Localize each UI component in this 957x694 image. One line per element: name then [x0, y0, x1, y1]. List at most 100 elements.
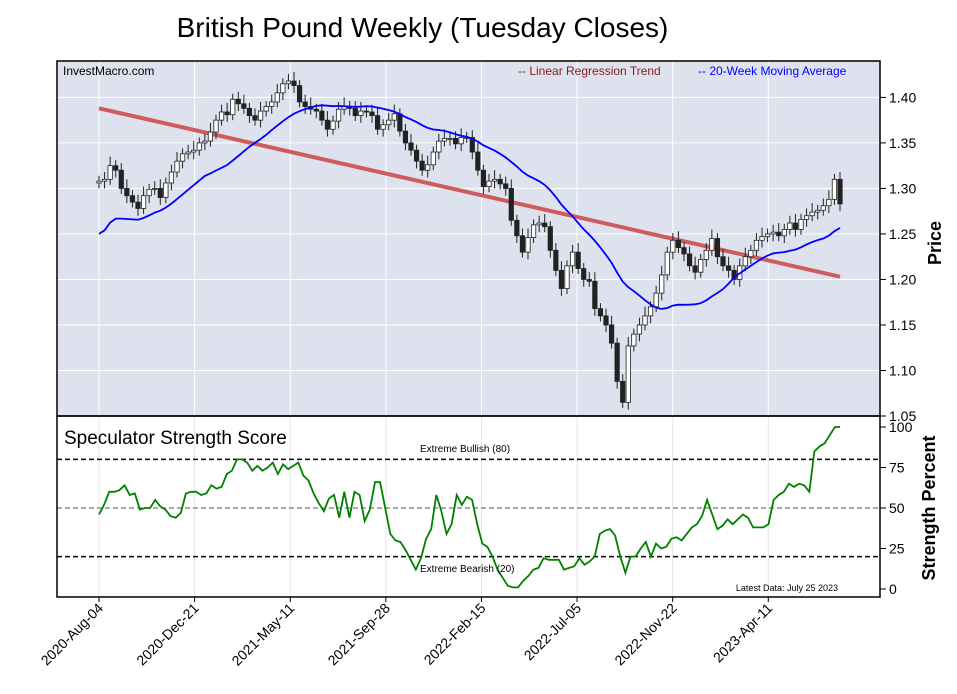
candlesticks	[96, 71, 843, 410]
candle-body	[659, 274, 665, 294]
candle	[96, 175, 102, 189]
x-tick-label: 2022-Nov-22	[611, 600, 680, 669]
candle	[319, 103, 325, 126]
price-gridlines	[57, 96, 880, 417]
candle	[614, 337, 620, 389]
candle-body	[781, 228, 787, 237]
candle	[542, 213, 548, 233]
candle-body	[218, 111, 225, 121]
candle	[776, 223, 782, 242]
extreme-bullish-label: Extreme Bullish (80)	[420, 444, 510, 455]
candle	[547, 221, 553, 258]
candle	[163, 177, 169, 203]
x-tick-label: 2020-Dec-21	[133, 600, 202, 669]
y-tick-label: 1.25	[889, 226, 916, 242]
candle-body	[770, 231, 776, 235]
candle	[469, 130, 475, 160]
candle	[536, 215, 542, 233]
x-tick-label: 2022-Jul-05	[521, 600, 585, 664]
candle-body	[475, 151, 481, 171]
y-tick-label: 75	[889, 460, 905, 476]
candle-body	[608, 324, 615, 344]
price-y-axis: 1.05 1.10 1.15 1.20 1.25 1.30 1.35 1.40	[880, 89, 916, 424]
latest-data-annotation: Latest Data: July 25 2023	[736, 583, 838, 593]
y-tick-label: 100	[889, 419, 913, 435]
candle-body	[335, 108, 342, 122]
candle	[803, 208, 810, 227]
candle	[608, 315, 615, 349]
candle	[263, 101, 269, 117]
candle-body	[564, 265, 570, 289]
candle-body	[425, 164, 431, 171]
candle	[703, 243, 709, 267]
candle	[781, 223, 787, 244]
candle-body	[179, 153, 186, 162]
x-tick-label: 2020-Aug-04	[38, 600, 107, 669]
candle	[191, 141, 197, 160]
candle-body	[302, 101, 308, 107]
candle	[202, 133, 208, 151]
candle-body	[207, 131, 214, 142]
candle-body	[692, 265, 698, 273]
candle	[358, 101, 364, 123]
candle	[686, 246, 693, 272]
candle	[681, 242, 687, 262]
candle-body	[575, 251, 581, 269]
candle	[413, 144, 420, 169]
candle-body	[776, 231, 782, 237]
candle-body	[480, 169, 487, 188]
candle	[296, 80, 303, 108]
vertical-gridlines	[98, 61, 769, 597]
candle	[714, 233, 721, 264]
candle	[246, 102, 253, 123]
candle-body	[257, 110, 264, 121]
candle-body	[363, 110, 370, 113]
candle-body	[491, 178, 498, 182]
candle-body	[675, 239, 682, 249]
candle-body	[397, 113, 403, 132]
candle	[140, 186, 147, 214]
candle-body	[374, 115, 381, 130]
candle	[486, 173, 492, 193]
candle	[815, 204, 821, 220]
candle-body	[241, 103, 247, 109]
candle	[631, 328, 637, 352]
candle	[642, 306, 648, 331]
candle-body	[285, 80, 292, 85]
candle	[597, 303, 604, 322]
candle-body	[642, 315, 648, 326]
candle-body	[625, 345, 631, 403]
candle	[391, 104, 397, 128]
candle	[269, 94, 275, 114]
strength-score-line	[98, 426, 840, 589]
moving-average-layer	[98, 104, 841, 310]
candle-body	[759, 236, 765, 241]
candle-body	[391, 113, 397, 121]
candle-body	[386, 119, 392, 126]
candle	[280, 78, 286, 101]
candle-body	[725, 265, 732, 271]
candle-body	[101, 178, 108, 182]
candle	[798, 213, 804, 235]
candle-body	[647, 306, 654, 317]
candle-body	[430, 151, 436, 166]
candle	[386, 112, 392, 131]
legend-regression: -- Linear Regression Trend	[518, 64, 661, 78]
candle-body	[124, 188, 130, 197]
chart-title: British Pound Weekly (Tuesday Closes)	[176, 12, 669, 43]
y-tick-label: 1.10	[889, 362, 916, 378]
candle-body	[413, 149, 420, 162]
candle	[530, 219, 537, 244]
candle	[252, 108, 258, 126]
candle-body	[753, 239, 760, 251]
candle	[670, 233, 676, 260]
candle	[575, 243, 581, 274]
candle	[152, 181, 158, 195]
candle	[230, 93, 236, 121]
candle	[636, 317, 643, 342]
candle-body	[558, 269, 565, 289]
candle-body	[146, 188, 152, 197]
candle-body	[837, 178, 843, 205]
candle-body	[235, 98, 241, 105]
